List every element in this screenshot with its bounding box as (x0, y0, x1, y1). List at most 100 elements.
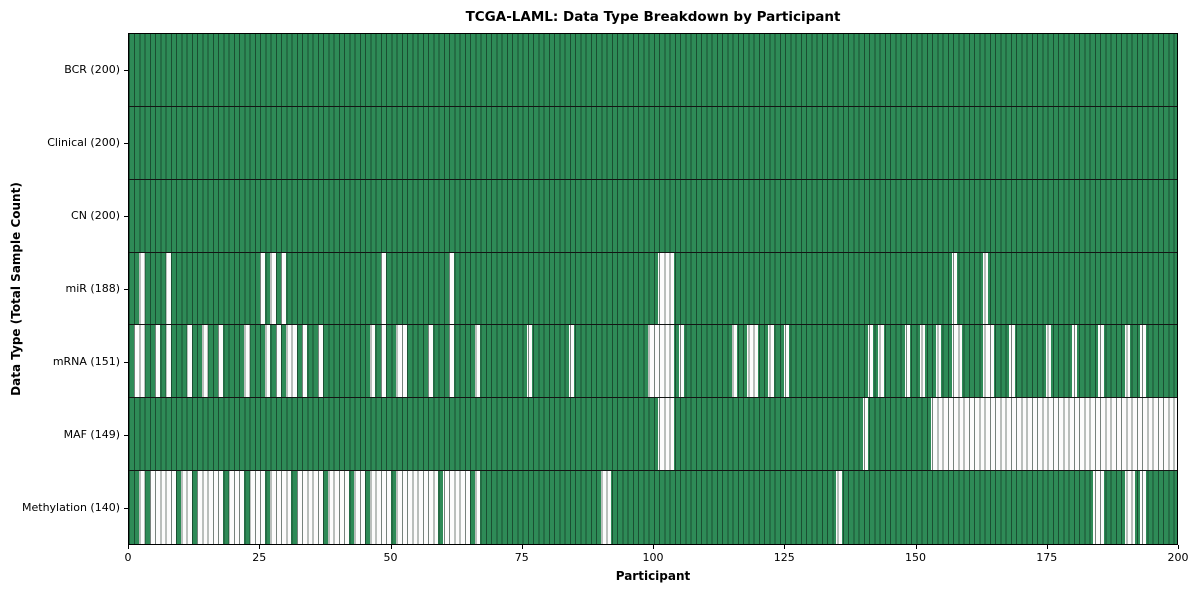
xtick-label-125: 125 (773, 551, 795, 564)
absent-cell (432, 471, 439, 544)
xtick-mark (653, 545, 654, 549)
absent-cell (935, 325, 942, 398)
absent-cell (1171, 398, 1177, 471)
absent-cell (605, 471, 612, 544)
ytick-mark (124, 289, 128, 290)
absent-cell (474, 325, 481, 398)
xtick-mark (390, 545, 392, 549)
absent-cell (301, 325, 308, 398)
xtick-mark (1178, 545, 1179, 549)
absent-cell (904, 325, 910, 398)
absent-cell (668, 398, 674, 471)
absent-cell (784, 325, 790, 398)
absent-cell (983, 252, 989, 325)
ytick-mark (124, 69, 128, 71)
heatmap-row-cn (129, 180, 1177, 253)
absent-cell (380, 325, 386, 398)
absent-cell (370, 325, 376, 398)
absent-cell (1098, 471, 1104, 544)
absent-cell (186, 325, 192, 398)
absent-cell (401, 325, 407, 398)
ytick-label-mrna: mRNA (151) (52, 355, 120, 369)
absent-cell (448, 325, 454, 398)
absent-cell (359, 471, 365, 544)
ytick-mark (124, 142, 128, 144)
ytick-label-maf: MAF (149) (63, 428, 120, 442)
absent-cell (569, 325, 575, 398)
xtick-mark (128, 545, 129, 549)
absent-cell (474, 471, 481, 544)
absent-cell (679, 325, 685, 398)
absent-cell (155, 325, 161, 398)
absent-cell (317, 471, 323, 544)
absent-cell (380, 252, 386, 325)
absent-cell (165, 252, 171, 325)
absent-cell (239, 471, 245, 544)
absent-cell (139, 325, 145, 398)
absent-cell (1046, 325, 1052, 398)
xtick-mark (915, 545, 917, 549)
heatmap-row-methylation (129, 471, 1177, 544)
absent-cell (668, 325, 674, 398)
absent-cell (265, 325, 271, 398)
xtick-label-75: 75 (514, 551, 529, 564)
ytick-mark (124, 435, 128, 437)
absent-cell (275, 325, 281, 398)
xtick-mark (521, 545, 523, 549)
absent-cell (260, 252, 266, 325)
absent-cell (244, 325, 250, 398)
xtick-label-0: 0 (124, 551, 132, 564)
absent-cell (836, 471, 842, 544)
ytick-mark (124, 362, 128, 364)
absent-cell (260, 471, 266, 544)
absent-cell (1140, 325, 1146, 398)
absent-cell (1072, 325, 1078, 398)
xtick-label-175: 175 (1036, 551, 1058, 564)
absent-cell (218, 471, 224, 544)
absent-cell (1129, 471, 1136, 544)
heatmap-row-maf (129, 398, 1177, 472)
absent-cell (317, 325, 323, 398)
ytick-label-bcr: BCR (200) (64, 62, 120, 76)
heatmap-row-bcr (129, 34, 1177, 107)
absent-cell (165, 325, 171, 398)
absent-cell (139, 471, 145, 544)
absent-cell (920, 325, 926, 398)
ytick-mark (124, 508, 128, 510)
absent-cell (139, 252, 145, 325)
chart-title: TCGA-LAML: Data Type Breakdown by Partic… (465, 9, 841, 25)
xtick-mark (1046, 545, 1048, 549)
absent-cell (170, 471, 177, 544)
absent-cell (448, 252, 454, 325)
absent-cell (286, 471, 292, 544)
absent-cell (527, 325, 533, 398)
ytick-mark (124, 215, 128, 217)
absent-cell (862, 398, 868, 471)
absent-cell (385, 471, 391, 544)
absent-cell (464, 471, 470, 544)
absent-cell (343, 471, 350, 544)
absent-cell (668, 252, 674, 325)
absent-cell (186, 471, 192, 544)
absent-cell (988, 325, 994, 398)
absent-cell (270, 252, 276, 325)
absent-cell (867, 325, 874, 398)
absent-cell (427, 325, 433, 398)
xtick-mark (259, 545, 261, 549)
ytick-label-mir: miR (188) (65, 282, 121, 295)
absent-cell (956, 325, 963, 398)
absent-cell (202, 325, 208, 398)
ytick-label-methylation: Methylation (140) (22, 501, 120, 515)
xtick-label-100: 100 (642, 551, 664, 564)
heatmap-rows (129, 34, 1177, 544)
absent-cell (1140, 471, 1146, 544)
absent-cell (280, 252, 287, 325)
absent-cell (1009, 325, 1015, 398)
absent-cell (878, 325, 884, 398)
heatmap-row-mrna (129, 325, 1177, 399)
ytick-label-cn: CN (200) (71, 208, 120, 222)
x-axis-label: Participant (615, 569, 691, 583)
xtick-label-50: 50 (383, 551, 398, 564)
absent-cell (218, 325, 224, 398)
